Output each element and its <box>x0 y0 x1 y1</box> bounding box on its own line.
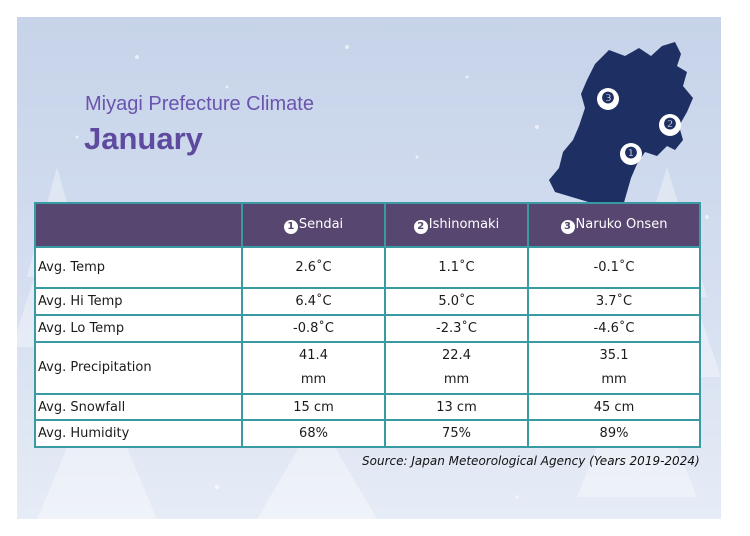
column-header-sendai: 1 Sendai <box>241 202 386 248</box>
table-cell: 89% <box>527 419 701 448</box>
precip-value: 22.4 <box>442 348 471 363</box>
marker-naruko: ❸ <box>597 88 619 110</box>
row-label: Avg. Hi Temp <box>34 287 243 316</box>
table-cell: 6.4˚C <box>241 287 386 316</box>
marker-ishinomaki: ❷ <box>659 114 681 136</box>
column-header-naruko-onsen: 3 Naruko Onsen <box>527 202 701 248</box>
table-cell: 2.6˚C <box>241 246 386 289</box>
row-label: Avg. Precipitation <box>34 341 243 395</box>
precip-value: 35.1 <box>599 348 629 363</box>
column-header-ishinomaki: 2 Ishinomaki <box>384 202 529 248</box>
page-title: January <box>84 121 203 156</box>
row-label: Avg. Humidity <box>34 419 243 448</box>
table-row: Avg. Lo Temp -0.8˚C -2.3˚C -4.6˚C <box>34 314 701 343</box>
number-badge: 3 <box>560 219 575 234</box>
precip-unit: mm <box>601 372 627 387</box>
column-label: Naruko Onsen <box>575 216 668 232</box>
climate-table: 1 Sendai 2 Ishinomaki 3 Naruko Onsen Avg. T… <box>34 202 701 448</box>
subtitle: Miyagi Prefecture Climate <box>85 93 314 115</box>
marker-sendai: ❶ <box>620 143 642 165</box>
number-badge: 1 <box>283 219 298 234</box>
precip-unit: mm <box>443 372 470 387</box>
precip-value: 41.4 <box>299 348 328 363</box>
table-cell: 5.0˚C <box>384 287 529 316</box>
table-cell: 45 cm <box>527 393 701 421</box>
row-label: Avg. Lo Temp <box>34 314 243 343</box>
slide-panel: Miyagi Prefecture Climate January ❸ ❷ ❶ … <box>17 17 721 519</box>
table-row: Avg. Temp 2.6˚C 1.1˚C -0.1˚C <box>34 246 701 289</box>
table-corner-cell <box>34 202 243 248</box>
table-cell: 68% <box>241 419 386 448</box>
source-note: Source: Japan Meteorological Agency (Yea… <box>362 454 700 468</box>
table-cell: -0.8˚C <box>241 314 386 343</box>
table-row: Avg. Humidity 68% 75% 89% <box>34 419 701 448</box>
column-label: Ishinomaki <box>428 216 500 232</box>
precip-unit: mm <box>300 372 327 387</box>
table-cell: 13 cm <box>384 393 529 421</box>
table-cell: -2.3˚C <box>384 314 529 343</box>
table-cell: 75% <box>384 419 529 448</box>
table-cell: 15 cm <box>241 393 386 421</box>
table-cell: 1.1˚C <box>384 246 529 289</box>
table-cell: 41.4 mm <box>241 341 386 395</box>
table-header-row: 1 Sendai 2 Ishinomaki 3 Naruko Onsen <box>34 202 701 248</box>
row-label: Avg. Temp <box>34 246 243 289</box>
column-label: Sendai <box>298 216 344 232</box>
number-badge: 2 <box>413 219 428 234</box>
table-row: Avg. Hi Temp 6.4˚C 5.0˚C 3.7˚C <box>34 287 701 316</box>
miyagi-map-shape <box>549 42 693 212</box>
climate-table-wrapper: 1 Sendai 2 Ishinomaki 3 Naruko Onsen Avg. T… <box>34 202 701 448</box>
table-cell: -0.1˚C <box>527 246 701 289</box>
miyagi-map: ❸ ❷ ❶ <box>547 42 697 217</box>
table-cell: 3.7˚C <box>527 287 701 316</box>
row-label: Avg. Snowfall <box>34 393 243 421</box>
table-cell: 22.4 mm <box>384 341 529 395</box>
table-row: Avg. Snowfall 15 cm 13 cm 45 cm <box>34 393 701 421</box>
table-row: Avg. Precipitation 41.4 mm 22.4 mm 35.1 mm <box>34 341 701 395</box>
table-cell: 35.1 mm <box>527 341 701 395</box>
table-cell: -4.6˚C <box>527 314 701 343</box>
